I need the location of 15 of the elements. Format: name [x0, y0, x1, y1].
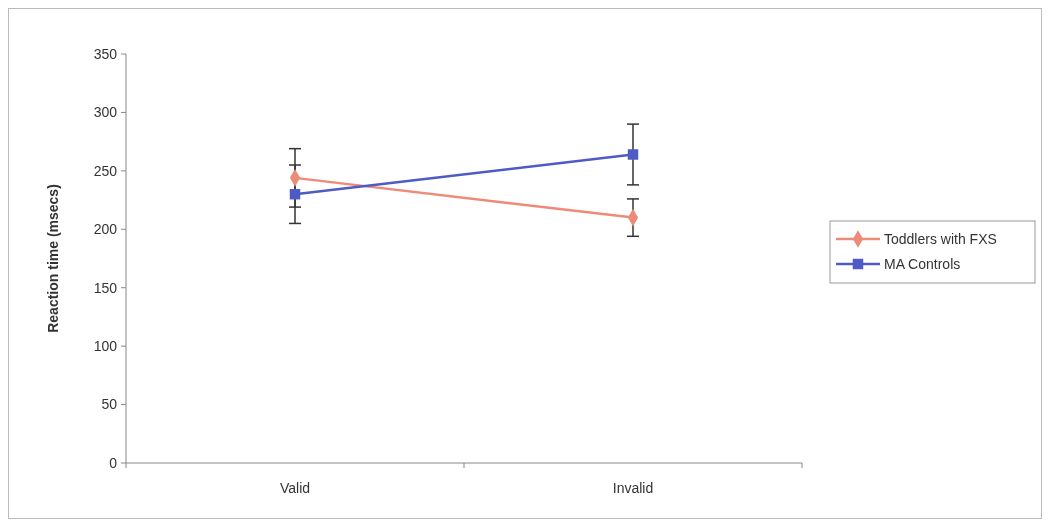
y-tick-label: 100 [93, 338, 118, 355]
y-tick-label: 300 [93, 104, 118, 121]
legend-label: Toddlers with FXS [884, 230, 997, 247]
y-axis-title: Reaction time (msecs) [45, 184, 61, 333]
y-tick-label: 150 [93, 279, 118, 296]
point [289, 188, 301, 200]
y-tick-label: 200 [93, 221, 118, 238]
point [627, 149, 639, 160]
y-tick-label: 350 [93, 45, 118, 62]
y-tick-label: 50 [101, 396, 118, 413]
x-tick-label: Valid [279, 480, 311, 496]
y-tick-label: 250 [93, 162, 118, 179]
legend-label: MA Controls [884, 255, 961, 272]
y-tick-label: 0 [109, 454, 118, 471]
x-tick-label: Invalid [612, 480, 654, 496]
